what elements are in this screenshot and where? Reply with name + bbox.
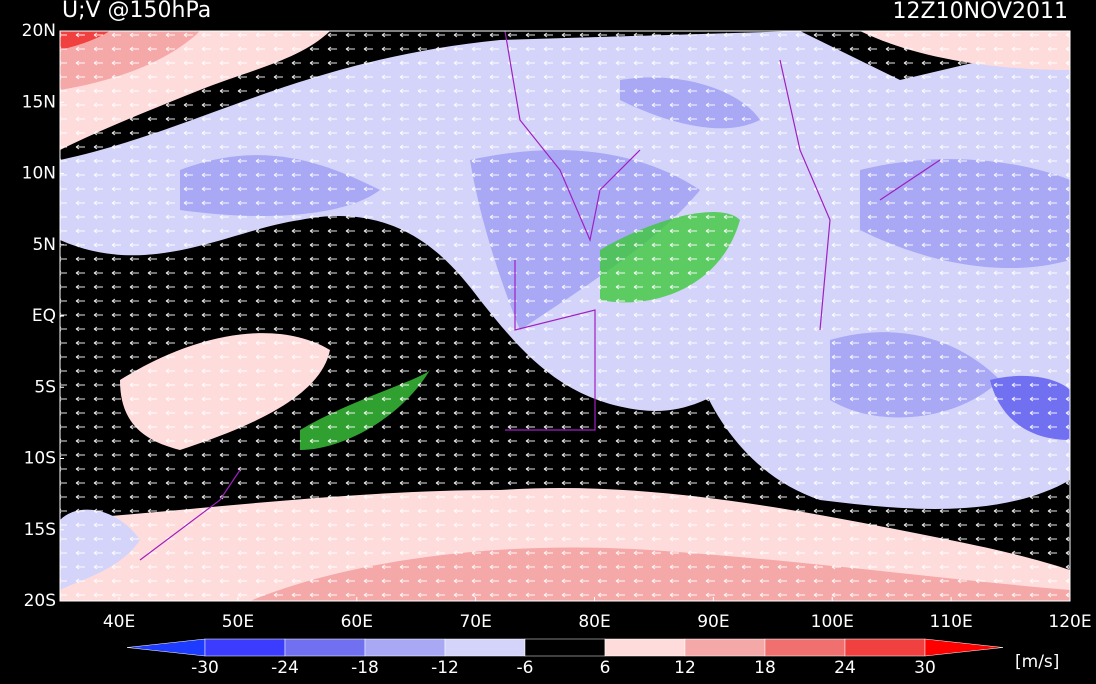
wind-field: [60, 31, 1070, 601]
lon-label: 50E: [222, 612, 254, 632]
colorbar-segment: [284, 638, 366, 657]
colorbar-segment: [444, 638, 526, 657]
colorbar-label: 30: [914, 658, 936, 678]
map-title: U;V @150hPa: [62, 0, 211, 23]
colorbar-label: -6: [517, 658, 534, 678]
lon-label: 100E: [811, 612, 854, 632]
colorbar-units: [m/s]: [1015, 652, 1059, 672]
colorbar-label: -12: [431, 658, 459, 678]
colorbar-label: 18: [754, 658, 776, 678]
colorbar-segment: [764, 638, 846, 657]
lat-label: 5S: [34, 377, 56, 397]
lat-label: 15S: [24, 520, 56, 540]
lon-label: 80E: [578, 612, 610, 632]
lon-label: 60E: [341, 612, 373, 632]
lat-label: 20S: [24, 591, 56, 611]
colorbar-segment: [204, 638, 286, 657]
colorbar-segment: [844, 638, 926, 657]
colorbar-label: -30: [191, 658, 219, 678]
colorbar-segment: [684, 638, 766, 657]
colorbar-segment: [364, 638, 446, 657]
colorbar-label: 12: [674, 658, 696, 678]
colorbar-arrow: [924, 638, 1004, 657]
lon-label: 90E: [697, 612, 729, 632]
lon-label: 120E: [1048, 612, 1091, 632]
lat-label: 15N: [22, 92, 56, 112]
lon-label: 70E: [459, 612, 491, 632]
lat-label: 10N: [22, 164, 56, 184]
lon-label: 110E: [930, 612, 973, 632]
lon-label: 40E: [103, 612, 135, 632]
colorbar-label: -18: [351, 658, 379, 678]
lat-label: EQ: [32, 306, 56, 326]
colorbar-label: 24: [834, 658, 856, 678]
colorbar-segment: [604, 638, 686, 657]
colorbar-label: -24: [271, 658, 299, 678]
lat-label: 5N: [32, 235, 56, 255]
map-time: 12Z10NOV2011: [893, 0, 1068, 24]
colorbar-label: 6: [600, 658, 611, 678]
colorbar-segment: [524, 638, 606, 657]
lat-label: 20N: [22, 21, 56, 41]
lat-label: 10S: [24, 449, 56, 469]
